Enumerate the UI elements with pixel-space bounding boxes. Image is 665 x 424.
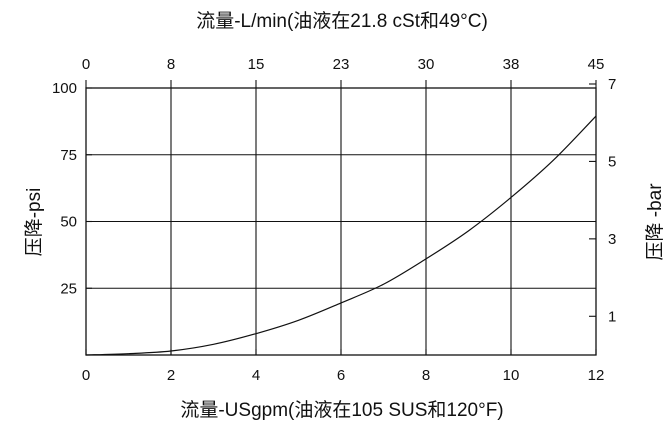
bottom-tick-labels: 0 2 4 6 8 10 12 (82, 367, 605, 384)
top-tick-label: 0 (82, 56, 90, 73)
bottom-tick-label: 8 (422, 367, 430, 384)
left-tick-label: 25 (60, 280, 77, 297)
y-axis-label-left: 压降-psi (23, 188, 45, 257)
top-tick-label: 8 (167, 56, 175, 73)
top-tick-label: 30 (418, 56, 435, 73)
x-axis-label: 流量-USgpm(油液在105 SUS和120°F) (180, 399, 503, 421)
pressure-drop-curve (85, 115, 597, 356)
top-tick-label: 45 (588, 56, 605, 73)
bottom-tick-label: 10 (503, 367, 520, 384)
bottom-tick-label: 4 (252, 367, 260, 384)
plot-area-frame (85, 87, 597, 356)
tick-marks (85, 80, 597, 355)
right-tick-label: 3 (608, 231, 616, 248)
bottom-tick-label: 6 (337, 367, 345, 384)
right-tick-label: 5 (608, 153, 616, 170)
left-tick-label: 75 (60, 147, 77, 164)
top-tick-label: 23 (333, 56, 350, 73)
right-tick-label: 7 (608, 76, 616, 93)
bottom-tick-label: 0 (82, 367, 90, 384)
y-axis-label-right: 压降 -bar (644, 183, 665, 261)
bottom-tick-label: 12 (588, 367, 605, 384)
bottom-tick-label: 2 (167, 367, 175, 384)
left-tick-labels: 25 50 75 100 (52, 80, 77, 297)
right-tick-label: 1 (608, 308, 616, 325)
top-tick-labels: 0 8 15 23 30 38 45 (82, 56, 605, 73)
chart-title: 流量-L/min(油液在21.8 cSt和49°C) (196, 10, 488, 32)
grid-lines (86, 88, 596, 355)
top-tick-label: 15 (248, 56, 265, 73)
right-tick-labels: 1 3 5 7 (608, 76, 616, 325)
top-tick-label: 38 (503, 56, 520, 73)
left-tick-label: 50 (60, 214, 77, 231)
left-tick-label: 100 (52, 80, 77, 97)
